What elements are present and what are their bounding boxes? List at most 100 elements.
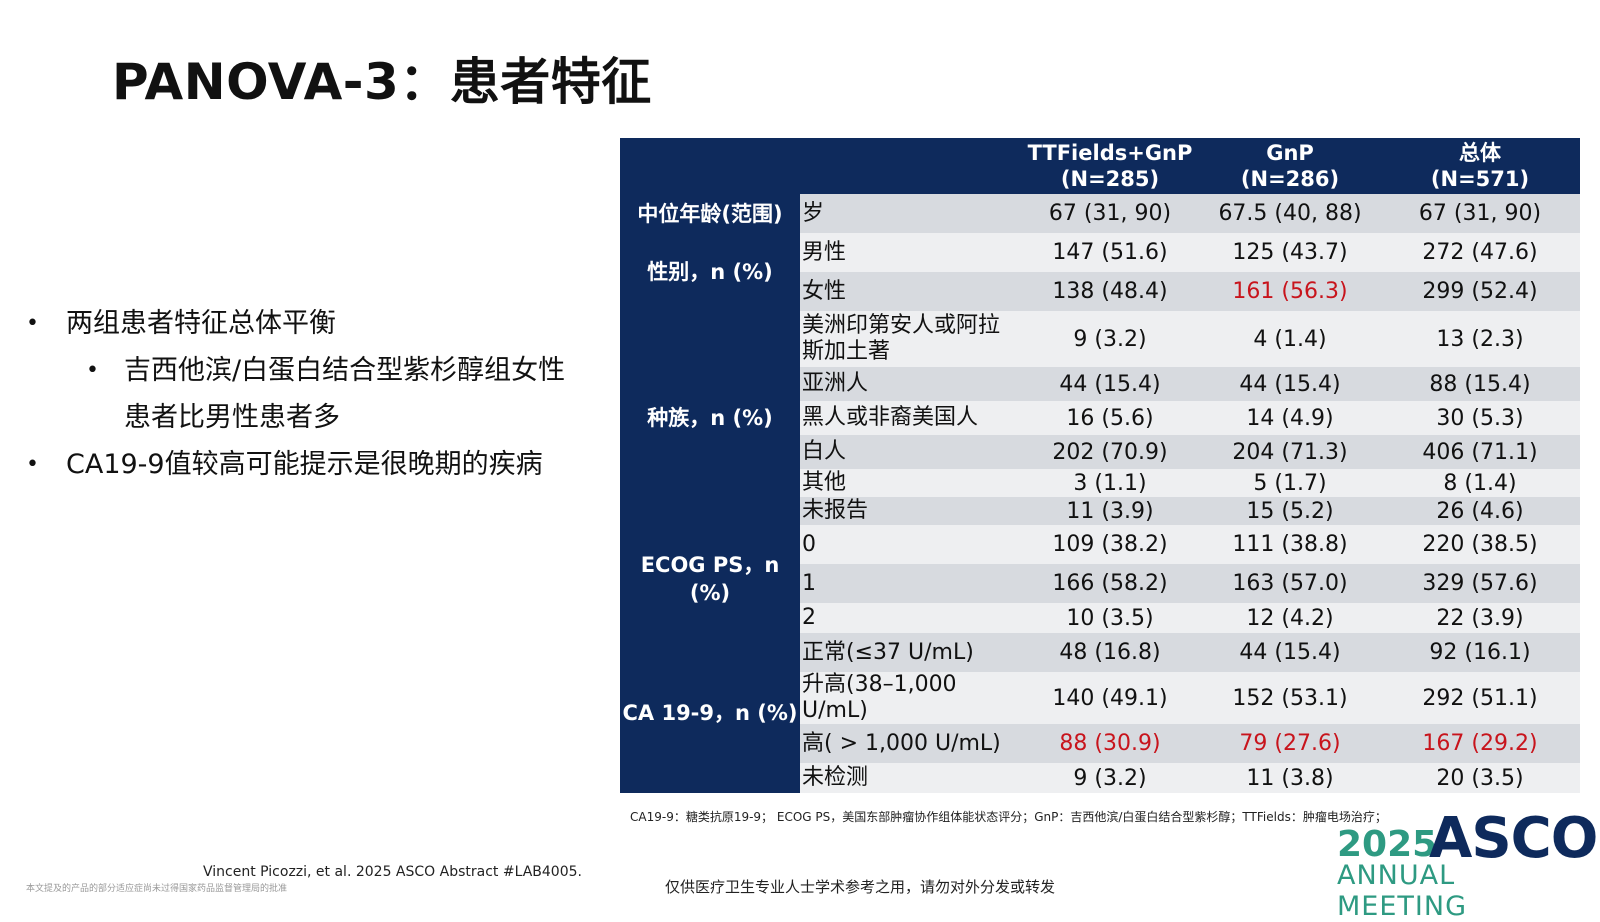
- characteristics-table: TTFields+GnP (N=285) GnP (N=286) 总体 (N=5…: [620, 138, 1580, 793]
- cell-value: 26 (4.6): [1380, 497, 1580, 525]
- cell-value: 20 (3.5): [1380, 763, 1580, 793]
- cell-value: 163 (57.0): [1200, 564, 1380, 603]
- row-label: 亚洲人: [800, 367, 1020, 401]
- row-label: 高( > 1,000 U/mL): [800, 724, 1020, 763]
- row-label: 1: [800, 564, 1020, 603]
- cell-value: 202 (70.9): [1020, 435, 1200, 469]
- cell-value: 111 (38.8): [1200, 525, 1380, 564]
- cell-value: 30 (5.3): [1380, 401, 1580, 435]
- cell-value: 3 (1.1): [1020, 469, 1200, 497]
- cell-value: 22 (3.9): [1380, 603, 1580, 633]
- row-label: 男性: [800, 233, 1020, 272]
- cell-value-highlight: 161 (56.3): [1200, 272, 1380, 311]
- cell-value: 147 (51.6): [1020, 233, 1200, 272]
- cell-value: 329 (57.6): [1380, 564, 1580, 603]
- cell-value: 125 (43.7): [1200, 233, 1380, 272]
- cell-value: 10 (3.5): [1020, 603, 1200, 633]
- cell-value: 109 (38.2): [1020, 525, 1200, 564]
- cell-value: 44 (15.4): [1200, 633, 1380, 672]
- table-row: 2 10 (3.5) 12 (4.2) 22 (3.9): [620, 603, 1580, 633]
- asco-logo: 2025 ASCO ANNUAL MEETING: [1337, 806, 1598, 922]
- bullet-text: CA19-9值较高可能提示是很晚期的疾病: [66, 449, 543, 480]
- table-row: CA 19-9，n (%) 正常(≤37 U/mL) 48 (16.8) 44 …: [620, 633, 1580, 793]
- cell-value: 44 (15.4): [1020, 367, 1200, 401]
- bullet-item: • CA19-9值较高可能提示是很晚期的疾病: [26, 441, 586, 488]
- logo-year: 2025: [1337, 824, 1438, 865]
- characteristics-table-wrap: TTFields+GnP (N=285) GnP (N=286) 总体 (N=5…: [620, 138, 1580, 793]
- cell-value: 166 (58.2): [1020, 564, 1200, 603]
- row-label: 其他: [800, 469, 1020, 497]
- table-row: 女性 138 (48.4) 161 (56.3) 299 (52.4): [620, 272, 1580, 311]
- category-ca199: CA 19-9，n (%): [620, 633, 800, 793]
- cell-value: 138 (48.4): [1020, 272, 1200, 311]
- category-ecog: ECOG PS，n (%): [620, 525, 800, 633]
- row-label: 美洲印第安人或阿拉斯加土著: [800, 311, 1020, 367]
- cell-value: 67 (31, 90): [1380, 194, 1580, 233]
- header-total: 总体 (N=571): [1380, 138, 1580, 194]
- cell-value: 13 (2.3): [1380, 311, 1580, 367]
- cell-value: 16 (5.6): [1020, 401, 1200, 435]
- table-row: 性别，n (%) 男性 147 (51.6) 125 (43.7) 272 (4…: [620, 233, 1580, 311]
- bullet-icon: •: [26, 311, 39, 336]
- cell-value: 292 (51.1): [1380, 672, 1580, 724]
- category-race: 种族，n (%): [620, 311, 800, 525]
- bullet-list: • 两组患者特征总体平衡 • 吉西他滨/白蛋白结合型紫杉醇组女性患者比男性患者多…: [26, 300, 586, 488]
- row-label: 2: [800, 603, 1020, 633]
- cell-value-highlight: 167 (29.2): [1380, 724, 1580, 763]
- cell-value: 11 (3.8): [1200, 763, 1380, 793]
- category-sex: 性别，n (%): [620, 233, 800, 311]
- table-row: 1 166 (58.2) 163 (57.0) 329 (57.6): [620, 564, 1580, 603]
- cell-value: 5 (1.7): [1200, 469, 1380, 497]
- row-label: 0: [800, 525, 1020, 564]
- cell-value: 9 (3.2): [1020, 311, 1200, 367]
- cell-value: 272 (47.6): [1380, 233, 1580, 272]
- row-label: 未报告: [800, 497, 1020, 525]
- header-blank: [620, 138, 1020, 194]
- cell-value-highlight: 79 (27.6): [1200, 724, 1380, 763]
- cell-value: 204 (71.3): [1200, 435, 1380, 469]
- row-label: 未检测: [800, 763, 1020, 793]
- cell-value-highlight: 88 (30.9): [1020, 724, 1200, 763]
- header-ttfields-gnp: TTFields+GnP (N=285): [1020, 138, 1200, 194]
- table-row: 升高(38–1,000 U/mL) 140 (49.1) 152 (53.1) …: [620, 672, 1580, 724]
- cell-value: 48 (16.8): [1020, 633, 1200, 672]
- table-row: 未检测 9 (3.2) 11 (3.8) 20 (3.5): [620, 763, 1580, 793]
- table-row: 未报告 11 (3.9) 15 (5.2) 26 (4.6): [620, 497, 1580, 525]
- cell-value: 92 (16.1): [1380, 633, 1580, 672]
- bullet-item-sub: • 吉西他滨/白蛋白结合型紫杉醇组女性患者比男性患者多: [26, 347, 586, 441]
- cell-value: 8 (1.4): [1380, 469, 1580, 497]
- cell-value: 44 (15.4): [1200, 367, 1380, 401]
- table-row: 白人 202 (70.9) 204 (71.3) 406 (71.1): [620, 435, 1580, 469]
- row-label: 岁: [800, 194, 1020, 233]
- professional-use-disclaimer: 仅供医疗卫生专业人士学术参考之用，请勿对外分发或转发: [665, 878, 1056, 896]
- table-row: ECOG PS，n (%) 0 109 (38.2) 111 (38.8) 22…: [620, 525, 1580, 633]
- table-row: 高( > 1,000 U/mL) 88 (30.9) 79 (27.6) 167…: [620, 724, 1580, 763]
- row-label: 白人: [800, 435, 1020, 469]
- cell-value: 11 (3.9): [1020, 497, 1200, 525]
- cell-value: 9 (3.2): [1020, 763, 1200, 793]
- cell-value: 67 (31, 90): [1020, 194, 1200, 233]
- table-row: 中位年龄(范围) 岁 67 (31, 90) 67.5 (40, 88) 67 …: [620, 194, 1580, 233]
- slide-title: PANOVA-3：患者特征: [112, 53, 652, 111]
- bullet-text: 两组患者特征总体平衡: [66, 308, 336, 339]
- cell-value: 12 (4.2): [1200, 603, 1380, 633]
- cell-value: 406 (71.1): [1380, 435, 1580, 469]
- category-age: 中位年龄(范围): [620, 194, 800, 233]
- table-header-row: TTFields+GnP (N=285) GnP (N=286) 总体 (N=5…: [620, 138, 1580, 194]
- logo-meeting: ANNUAL MEETING: [1337, 860, 1467, 922]
- cell-value: 88 (15.4): [1380, 367, 1580, 401]
- bullet-text: 吉西他滨/白蛋白结合型紫杉醇组女性患者比男性患者多: [124, 355, 566, 433]
- table-footnote: CA19-9：糖类抗原19-9； ECOG PS，美国东部肿瘤协作组体能状态评分…: [630, 810, 1387, 824]
- row-label: 黑人或非裔美国人: [800, 401, 1020, 435]
- cell-value: 14 (4.9): [1200, 401, 1380, 435]
- citation: Vincent Picozzi, et al. 2025 ASCO Abstra…: [203, 864, 582, 880]
- header-gnp: GnP (N=286): [1200, 138, 1380, 194]
- cell-value: 140 (49.1): [1020, 672, 1200, 724]
- table-row: 其他 3 (1.1) 5 (1.7) 8 (1.4): [620, 469, 1580, 497]
- logo-brand: ASCO: [1429, 806, 1598, 871]
- cell-value: 15 (5.2): [1200, 497, 1380, 525]
- bullet-icon: •: [86, 358, 99, 383]
- cell-value: 67.5 (40, 88): [1200, 194, 1380, 233]
- table-row: 种族，n (%) 美洲印第安人或阿拉斯加土著 9 (3.2) 4 (1.4) 1…: [620, 311, 1580, 525]
- cell-value: 220 (38.5): [1380, 525, 1580, 564]
